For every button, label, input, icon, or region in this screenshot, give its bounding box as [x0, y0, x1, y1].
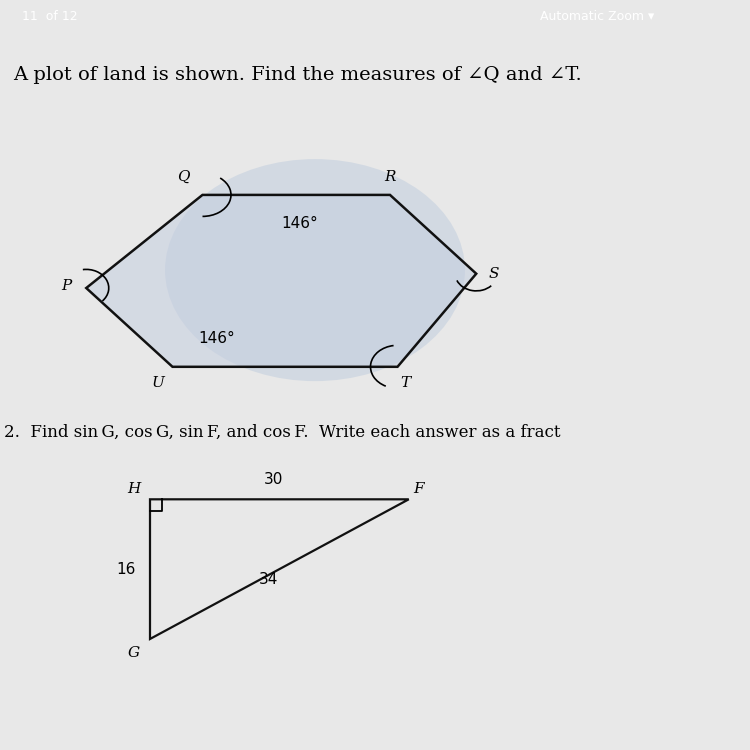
- Text: P: P: [61, 279, 71, 292]
- Text: U: U: [151, 376, 164, 390]
- Text: F: F: [413, 482, 424, 496]
- Text: T: T: [400, 376, 410, 390]
- Text: 2.  Find sin G, cos G, sin ​F, and cos F.  Write each answer as a fract: 2. Find sin G, cos G, sin ​F, and cos F.…: [4, 424, 560, 441]
- Text: H: H: [127, 482, 140, 496]
- Text: 146°: 146°: [199, 331, 236, 346]
- Ellipse shape: [165, 159, 465, 381]
- Text: 16: 16: [116, 562, 136, 577]
- Text: 11  of 12: 11 of 12: [22, 10, 78, 23]
- Text: G: G: [128, 646, 140, 660]
- Text: 34: 34: [259, 572, 278, 587]
- Text: S: S: [488, 267, 499, 280]
- Text: R: R: [384, 170, 396, 184]
- Text: A plot of land is shown. Find the measures of ∠Q and ∠T.: A plot of land is shown. Find the measur…: [13, 66, 582, 84]
- Polygon shape: [86, 195, 476, 367]
- Text: 30: 30: [264, 472, 284, 487]
- Text: Automatic Zoom ▾: Automatic Zoom ▾: [540, 10, 654, 23]
- Text: Q: Q: [178, 170, 190, 184]
- Text: 146°: 146°: [281, 216, 318, 231]
